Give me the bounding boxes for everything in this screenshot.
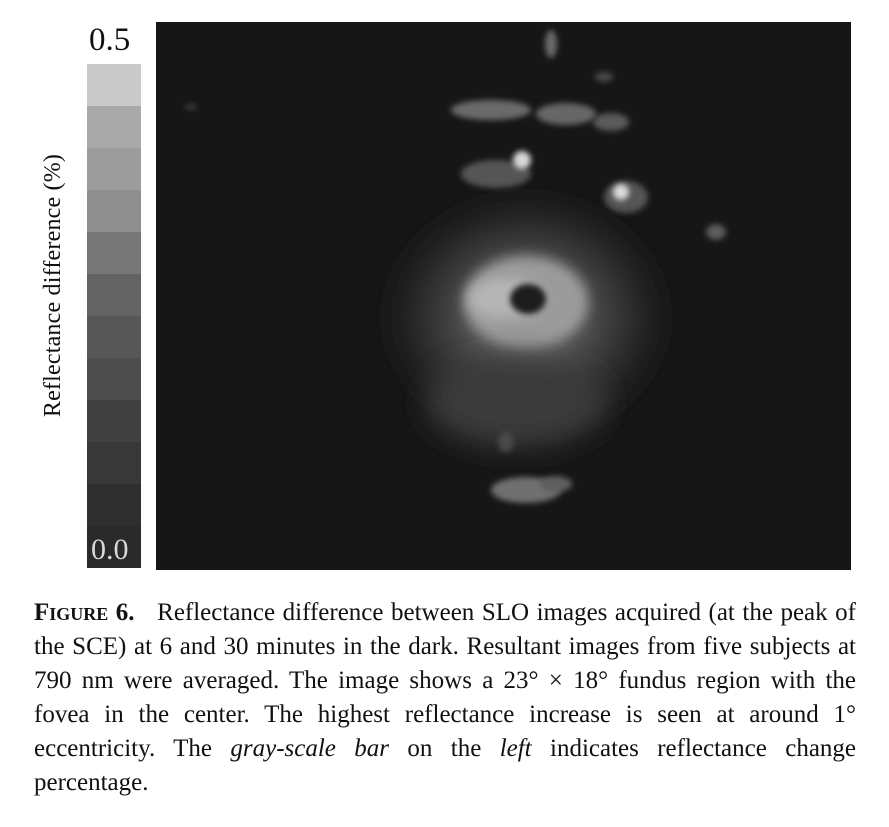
gray-scale-segment [87,106,141,148]
caption-text-1: Reflectance difference between SLO image… [34,599,857,762]
patch-lower-1 [498,432,514,452]
gray-scale-segment [87,232,141,274]
patch-band-1 [451,100,531,120]
caption-italic-left: left [499,735,532,762]
figure-caption: Figure 6. Reflectance difference between… [34,596,856,800]
gray-scale-segment [87,526,141,568]
gray-scale-segment [87,400,141,442]
gray-scale-bar [87,64,141,568]
lower-glow [426,357,606,447]
gray-scale-segment [87,64,141,106]
colorbar-min-label: 0.0 [91,533,129,566]
gray-scale-segment [87,358,141,400]
figure-label: Figure 6. [34,599,135,626]
patch-left-mid [461,160,531,188]
fundus-image [156,22,851,570]
gray-scale-segment [87,190,141,232]
patch-band-3 [593,113,629,131]
fovea-center [510,284,546,314]
caption-text-3: indicates reflectance change percentage. [34,735,857,796]
patch-band-2 [536,103,596,125]
bright-spot-1 [513,151,531,169]
reflectance-difference-image [156,22,851,570]
speckle-upper-right [595,72,613,82]
patch-lower-3 [540,476,572,492]
colorbar-axis-label: Reflectance difference (%) [40,120,68,450]
gray-scale-segment [87,316,141,358]
gray-scale-segment [87,442,141,484]
gray-scale-segment [87,274,141,316]
colorbar-axis-label-text: Reflectance difference (%) [40,153,67,417]
caption-text-2: on the [389,735,500,762]
colorbar-max-label: 0.5 [89,22,131,58]
patch-far-right [706,224,726,240]
speckle-top [545,30,557,58]
bright-spot-2 [613,184,629,200]
gray-scale-segment [87,484,141,526]
caption-italic-gray-scale-bar: gray-scale bar [230,735,390,762]
gray-scale-segment [87,148,141,190]
speckle-left [185,104,197,110]
